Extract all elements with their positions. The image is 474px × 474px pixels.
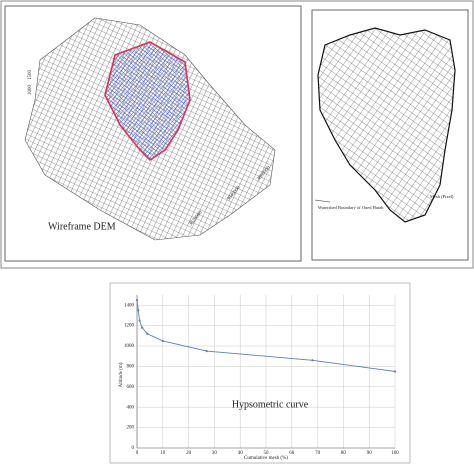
point: [135, 299, 139, 302]
point: [205, 350, 208, 353]
y-axis-label: Altitude (m): [119, 362, 124, 387]
y-tick-label: 1000: [124, 344, 135, 349]
y-tick-label: 200: [127, 426, 135, 431]
altitude-label: 1000: [28, 85, 33, 96]
x-tick-label: 0: [136, 451, 139, 456]
point: [137, 309, 140, 312]
x-tick-label: 30: [212, 451, 218, 456]
dem-label: Wireframe DEM: [48, 221, 116, 232]
mesh-watershed: [317, 27, 456, 223]
x-tick-label: 80: [341, 451, 347, 456]
chart-frame: [109, 282, 411, 464]
x-tick-label: 40: [238, 451, 244, 456]
plot: 0 10 20 30 40 50 60 70 80 90 100020040060080010001…: [124, 295, 399, 456]
boundary-pointer: [314, 199, 331, 203]
x-tick-label: 100: [391, 451, 399, 456]
chart-title: Hypsometric curve: [232, 399, 309, 410]
point: [311, 359, 314, 362]
y-tick-label: 600: [127, 385, 135, 390]
y-tick-label: 0: [132, 446, 135, 451]
x-tick-label: 10: [160, 451, 166, 456]
y-tick-label: 400: [127, 405, 135, 410]
x-tick-label: 60: [289, 451, 295, 456]
point: [138, 319, 141, 322]
y-tick-label: 1200: [124, 324, 135, 329]
altitude-label: 1500: [28, 70, 33, 81]
x-tick-label: 20: [186, 451, 192, 456]
boundary-label: Watershed Boundary of Oued Hatab: [318, 205, 384, 210]
y-tick-label: 1400: [124, 303, 135, 308]
x-tick-label: 90: [367, 451, 373, 456]
watershed-dem: [104, 41, 191, 162]
x-axis-label: Cumulative mesh (%): [244, 456, 288, 461]
point: [146, 332, 149, 335]
point: [393, 370, 397, 373]
point: [141, 326, 144, 329]
mesh-label: Mesh (Pixel): [430, 194, 454, 199]
top-frame: [0, 0, 474, 269]
y-tick-label: 800: [127, 365, 135, 370]
x-tick-label: 50: [264, 451, 270, 456]
point: [161, 339, 164, 342]
x-tick-label: 70: [315, 451, 321, 456]
